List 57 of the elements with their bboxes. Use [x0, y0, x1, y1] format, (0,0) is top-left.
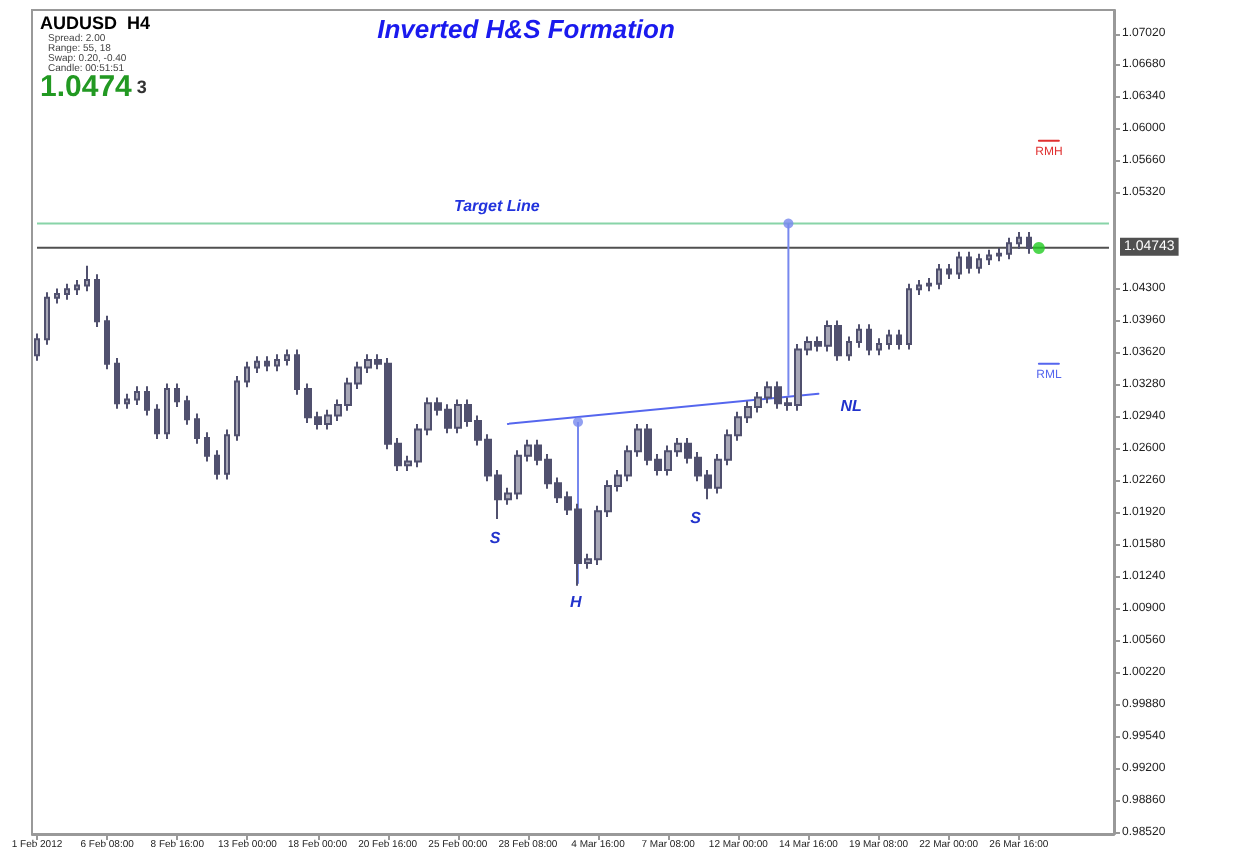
- candlestick: [876, 337, 882, 357]
- annotation: NL: [840, 397, 863, 415]
- annotation: S: [489, 529, 502, 547]
- candlestick: [144, 385, 150, 417]
- candlestick: [244, 360, 250, 389]
- candlestick: [134, 385, 140, 407]
- candlestick: [124, 392, 130, 410]
- candlestick: [44, 291, 50, 346]
- candlestick: [986, 248, 992, 266]
- candlestick: [264, 355, 270, 373]
- candlestick: [254, 355, 260, 375]
- candlestick: [174, 382, 180, 408]
- candlestick: [966, 250, 972, 275]
- candlestick: [204, 431, 210, 463]
- candlestick: [294, 348, 300, 396]
- candlestick: [74, 278, 80, 297]
- candlestick: [104, 314, 110, 371]
- candlestick: [846, 335, 852, 362]
- candlestick: [946, 262, 952, 281]
- candlestick: [34, 332, 40, 362]
- candlestick: [936, 262, 942, 291]
- candlestick: [84, 264, 90, 293]
- point: [783, 218, 794, 229]
- candlestick: [194, 412, 200, 445]
- candlestick: [866, 323, 872, 357]
- candlestick: [114, 357, 120, 410]
- point: [1032, 241, 1045, 254]
- candlestick: [926, 277, 932, 293]
- chart-title: Inverted H&S Formation: [377, 14, 675, 44]
- candlestick: [886, 328, 892, 351]
- candlestick: [214, 449, 220, 481]
- annotation: S: [690, 509, 703, 527]
- candlestick: [956, 250, 962, 281]
- candlestick: [896, 328, 902, 351]
- candlestick: [906, 282, 912, 351]
- ref-line-label: Target Line: [453, 196, 541, 215]
- candlestick: [94, 273, 100, 328]
- candlestick: [64, 282, 70, 301]
- candlestick: [1016, 230, 1022, 250]
- candlestick: [856, 323, 862, 349]
- candlestick: [224, 428, 230, 481]
- candlestick: [1006, 236, 1012, 261]
- candlestick: [916, 278, 922, 297]
- candlestick: [1026, 230, 1032, 255]
- point: [573, 417, 584, 427]
- annotation: H: [570, 593, 583, 611]
- candlestick: [234, 374, 240, 442]
- candlestick: [996, 246, 1002, 263]
- candlestick: [184, 394, 190, 426]
- candlestick: [154, 403, 160, 440]
- candlestick: [284, 348, 290, 367]
- candlestick: [274, 353, 280, 373]
- annotation: 1.0474 3: [40, 70, 147, 104]
- candlestick: [54, 287, 60, 305]
- annotation: AUDUSD H4: [40, 13, 151, 33]
- candlestick: [164, 382, 170, 440]
- candlestick: [976, 252, 982, 275]
